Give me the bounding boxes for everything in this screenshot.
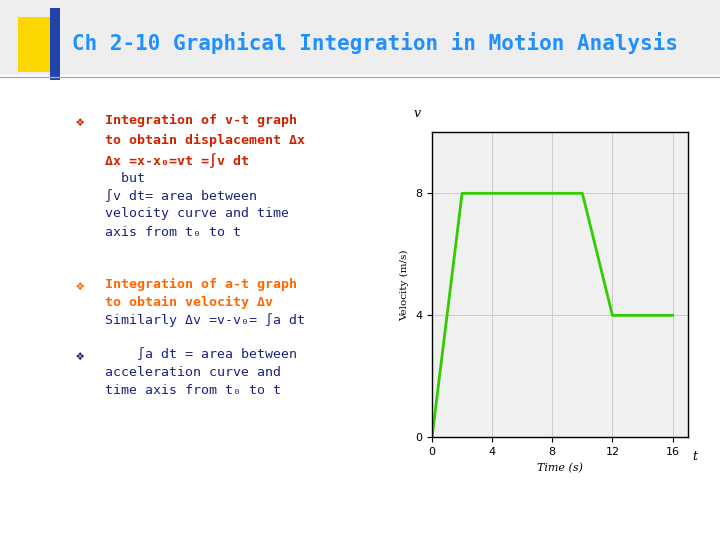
Bar xyxy=(0,60,720,540)
Text: axis from t₀ to t: axis from t₀ to t xyxy=(105,226,241,239)
Bar xyxy=(50,8,60,80)
Text: Ch 2-10 Graphical Integration in Motion Analysis: Ch 2-10 Graphical Integration in Motion … xyxy=(72,32,678,54)
Bar xyxy=(18,17,60,72)
Text: Integration of a-t graph: Integration of a-t graph xyxy=(105,278,297,291)
Text: to obtain velocity Δv: to obtain velocity Δv xyxy=(105,295,273,308)
Text: Integration of v-t graph: Integration of v-t graph xyxy=(105,113,297,126)
Text: velocity curve and time: velocity curve and time xyxy=(105,207,289,220)
Text: acceleration curve and: acceleration curve and xyxy=(105,366,281,379)
Text: ∫v dt= area between: ∫v dt= area between xyxy=(105,190,257,202)
Text: v: v xyxy=(413,107,420,120)
Text: ❖: ❖ xyxy=(76,115,84,129)
Text: time axis from t₀ to t: time axis from t₀ to t xyxy=(105,383,281,396)
Text: ❖: ❖ xyxy=(76,279,84,293)
Text: Similarly Δv =v-v₀= ∫a dt: Similarly Δv =v-v₀= ∫a dt xyxy=(105,313,305,327)
Bar xyxy=(0,0,720,75)
Text: ❖: ❖ xyxy=(76,349,84,363)
Text: but: but xyxy=(105,172,145,185)
Y-axis label: Velocity (m/s): Velocity (m/s) xyxy=(400,249,410,321)
Text: to obtain displacement Δx: to obtain displacement Δx xyxy=(105,133,305,146)
Text: Δx =x-x₀=vt =∫v dt: Δx =x-x₀=vt =∫v dt xyxy=(105,152,249,167)
Text: t: t xyxy=(693,450,698,463)
X-axis label: Time (s): Time (s) xyxy=(537,463,582,473)
Text: ∫a dt = area between: ∫a dt = area between xyxy=(105,347,297,361)
